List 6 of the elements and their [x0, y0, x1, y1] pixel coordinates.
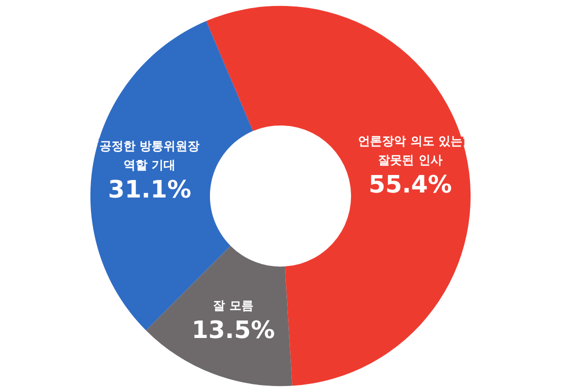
data-label: 31.1% [108, 176, 192, 204]
slice-label: 잘 모름 [213, 298, 254, 313]
data-label: 55.4% [368, 170, 452, 198]
slice-label: 공정한 방통위원장 역할 기대 [100, 139, 200, 172]
slice-label: 언론장악 의도 있는 잘못된 인사 [358, 134, 462, 167]
data-label: 13.5% [192, 316, 275, 344]
